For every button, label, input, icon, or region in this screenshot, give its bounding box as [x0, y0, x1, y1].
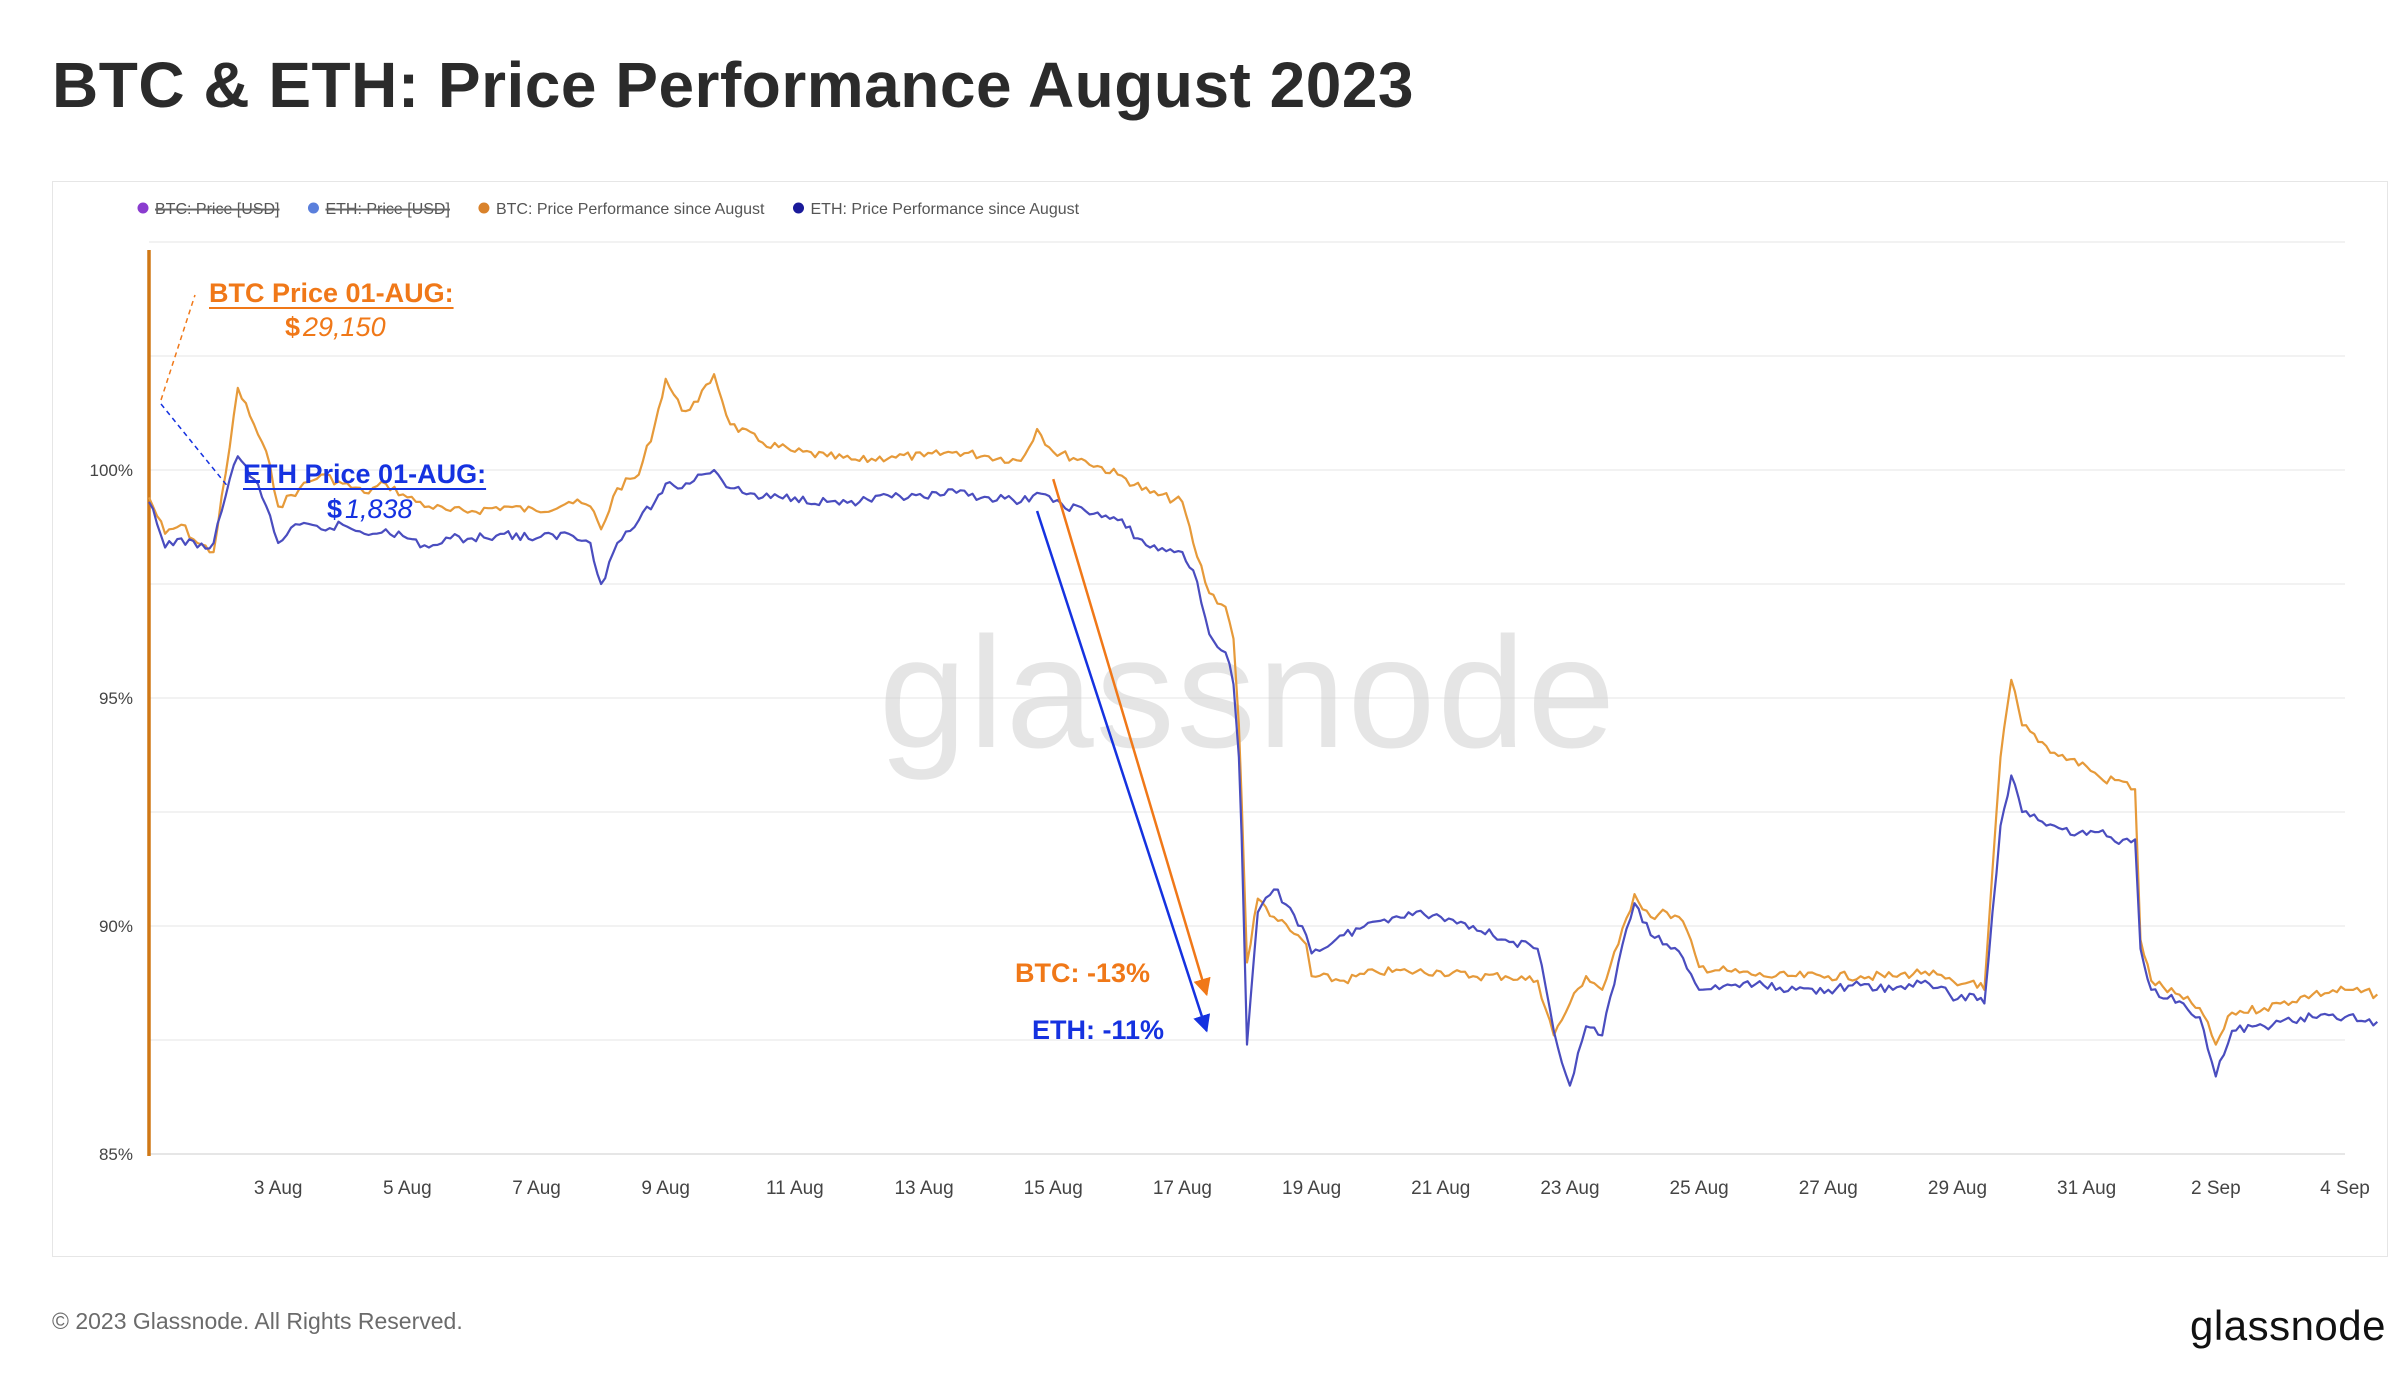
watermark: glassnode — [879, 605, 1617, 781]
btc-drop-arrow — [1052, 478, 1211, 997]
x-tick-label: 17 Aug — [1153, 1178, 1212, 1199]
x-tick-label: 13 Aug — [894, 1178, 953, 1199]
btc-annotation-price: 29,150 — [302, 312, 386, 342]
x-tick-label: 23 Aug — [1540, 1178, 1599, 1199]
x-tick-label: 11 Aug — [766, 1178, 824, 1199]
x-tick-label: 25 Aug — [1670, 1178, 1729, 1199]
btc-annotation-title: BTC Price 01-AUG: — [209, 278, 454, 308]
price-performance-chart: 85% 90% 95% 100% 3 Aug 5 Aug 7 Aug 9 Aug 11 Aug 1… — [90, 201, 2379, 1199]
eth-annotation-currency: $ — [327, 494, 342, 524]
x-tick-label: 9 Aug — [641, 1178, 690, 1199]
btc-performance-line — [147, 373, 2379, 1046]
copyright-footer: © 2023 Glassnode. All Rights Reserved. — [52, 1308, 463, 1334]
chart-panel: 85% 90% 95% 100% 3 Aug 5 Aug 7 Aug 9 Aug 11 Aug 1… — [52, 181, 2388, 1257]
eth-annotation-leader — [160, 403, 230, 489]
eth-performance-line — [148, 455, 2379, 1087]
x-tick-label: 7 Aug — [512, 1178, 561, 1199]
y-tick-label: 90% — [99, 917, 133, 936]
x-tick-label: 3 Aug — [254, 1178, 303, 1199]
legend-label: ETH: Price Performance since August — [811, 201, 1080, 218]
x-tick-label: 19 Aug — [1282, 1178, 1341, 1199]
eth-drop-label: ETH: -11% — [1032, 1015, 1164, 1045]
y-tick-label: 100% — [90, 461, 133, 480]
eth-drop-arrow — [1035, 510, 1211, 1033]
y-tick-label: 95% — [99, 689, 133, 708]
x-tick-label: 15 Aug — [1024, 1178, 1083, 1199]
btc-annotation-leader — [160, 294, 196, 401]
legend-marker — [478, 202, 490, 214]
x-tick-label: 5 Aug — [383, 1178, 432, 1199]
legend-label: BTC: Price Performance since August — [496, 201, 765, 218]
glassnode-logo: glassnode — [2190, 1302, 2386, 1349]
x-tick-label: 27 Aug — [1799, 1178, 1858, 1199]
legend-marker — [793, 202, 804, 214]
x-tick-label: 31 Aug — [2057, 1178, 2116, 1199]
y-tick-label: 85% — [99, 1145, 133, 1164]
legend-marker — [307, 202, 319, 214]
eth-annotation-price: 1,838 — [345, 494, 413, 524]
x-tick-label: 21 Aug — [1411, 1178, 1470, 1199]
legend-marker — [137, 202, 149, 214]
btc-annotation-currency: $ — [285, 312, 300, 342]
x-tick-label: 2 Sep — [2191, 1178, 2241, 1199]
x-tick-label: 29 Aug — [1928, 1178, 1987, 1199]
btc-drop-label: BTC: -13% — [1015, 958, 1150, 988]
eth-annotation-title: ETH Price 01-AUG: — [243, 459, 486, 489]
x-tick-label: 4 Sep — [2320, 1178, 2370, 1199]
page-title: BTC & ETH: Price Performance August 2023 — [52, 49, 1414, 121]
